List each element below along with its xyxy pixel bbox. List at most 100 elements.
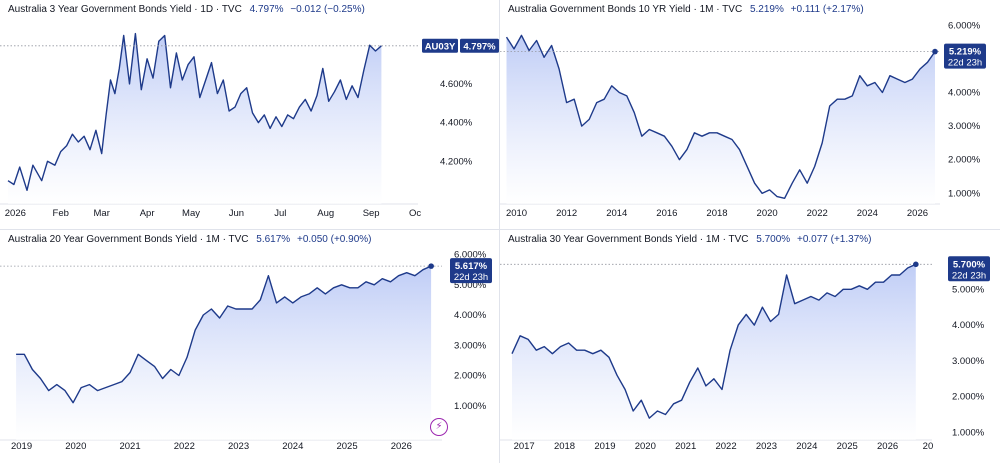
- y-tick-label: 4.600%: [440, 79, 473, 90]
- x-tick-label: 2014: [606, 208, 627, 219]
- x-tick-label: 2016: [656, 208, 677, 219]
- y-tick-label: 5.000%: [454, 280, 487, 291]
- last-value: 5.219%: [749, 4, 784, 15]
- area-fill: [8, 33, 382, 204]
- price-badge: [944, 43, 986, 69]
- price-badge-text: 5.617%: [455, 261, 488, 272]
- y-tick-label: 5.000%: [952, 284, 985, 295]
- price-badges: AU03Y 4.797%: [422, 38, 499, 53]
- series-line: [7, 32, 382, 191]
- symbol-badge: [422, 38, 458, 53]
- last-value: 5.700%: [756, 234, 791, 245]
- countdown-badge-text: 22d 23h: [952, 270, 986, 281]
- y-tick-label: 1.000%: [948, 188, 981, 199]
- x-tick-label: 2022: [715, 441, 736, 452]
- x-tick-label: 2023: [756, 441, 777, 452]
- x-tick-label: 2021: [119, 441, 140, 452]
- x-tick-label: Sep: [363, 208, 380, 219]
- price-badges: 5.700%22d 23h: [948, 256, 990, 282]
- area-fill: [506, 35, 935, 205]
- y-tick-label: 4.000%: [454, 310, 487, 321]
- horizontal-divider: [0, 229, 1000, 230]
- series-line: [505, 34, 936, 199]
- vertical-divider: [499, 0, 500, 463]
- x-tick-label: 2024: [796, 441, 817, 452]
- chart-title: Australia 30 Year Government Bonds Yield…: [508, 234, 749, 245]
- change-value: −0.012 (−0.25%): [290, 4, 365, 15]
- series-line: [511, 263, 917, 419]
- x-tick-label: Jul: [274, 208, 286, 219]
- y-tick-label: 4.200%: [440, 156, 473, 167]
- x-tick-label: 2018: [706, 208, 727, 219]
- price-badge-text: 5.700%: [953, 259, 986, 270]
- y-tick-label: 4.000%: [948, 88, 981, 99]
- y-tick-label: 1.000%: [952, 427, 985, 438]
- x-tick-label: Apr: [140, 208, 155, 219]
- x-tick-label: 2025: [837, 441, 858, 452]
- x-tick-label: 2026: [907, 208, 928, 219]
- chart-svg: 4.200% 4.400% 4.600% 2026 Feb Mar Apr May Jun Jul…: [0, 32, 499, 219]
- countdown-badge-text: 22d 23h: [948, 58, 982, 69]
- y-tick-label: 1.000%: [454, 401, 487, 412]
- area-fill: [512, 264, 916, 440]
- chart-panel-au-3y[interactable]: 4.200% 4.400% 4.600% 2026 Feb Mar Apr May Jun Jul…: [0, 0, 499, 229]
- price-badges: 5.219%22d 23h: [944, 43, 986, 69]
- chart-header: Australia 3 Year Government Bonds Yield …: [8, 4, 365, 15]
- x-tick-label: 20: [923, 441, 934, 452]
- y-tick-label: 2.000%: [952, 392, 985, 403]
- price-badge: [450, 258, 492, 284]
- chart-svg: 1.000% 2.000% 3.000% 4.000% 5.000% 6.000% 2019…: [0, 250, 492, 452]
- chart-header: Australia 20 Year Government Bonds Yield…: [8, 234, 371, 245]
- y-tick-label: 6.000%: [454, 250, 487, 261]
- x-tick-label: 2020: [635, 441, 656, 452]
- chart-svg: 1.000%2.000%3.000%4.000%5.000%6.000%2010…: [500, 20, 986, 219]
- y-tick-label: 3.000%: [948, 121, 981, 132]
- change-value: +0.077 (+1.37%): [796, 234, 872, 245]
- chart-panel-au-10y[interactable]: 1.000%2.000%3.000%4.000%5.000%6.000%2010…: [500, 0, 1000, 229]
- x-tick-label: 2010: [506, 208, 527, 219]
- last-point: [932, 48, 938, 55]
- price-badges: 5.617%22d 23h: [450, 258, 492, 284]
- price-badge-text: 4.797%: [463, 41, 496, 52]
- change-value: +0.050 (+0.90%): [296, 234, 372, 245]
- x-tick-label: 2023: [228, 441, 249, 452]
- chart-panel-au-30y[interactable]: 1.000% 2.000% 3.000% 4.000% 5.000% 2017 2018 20…: [500, 230, 1000, 463]
- y-tick-label: 2.000%: [454, 371, 487, 382]
- y-tick-label: 4.000%: [952, 320, 985, 331]
- last-point: [428, 263, 434, 269]
- chart-svg: 1.000% 2.000% 3.000% 4.000% 5.000% 2017 2018 20…: [500, 256, 990, 452]
- chart-header: Australia 30 Year Government Bonds Yield…: [508, 234, 871, 245]
- change-value: +0.111 (+2.17%): [790, 4, 864, 15]
- x-tick-label: May: [182, 208, 200, 219]
- last-value: 5.617%: [256, 234, 291, 245]
- x-tick-label: 2026: [391, 441, 412, 452]
- x-tick-label: 2021: [675, 441, 696, 452]
- y-tick-label: 2.000%: [948, 155, 981, 166]
- x-tick-label: Mar: [94, 208, 110, 219]
- series-line: [16, 265, 432, 404]
- x-tick-label: 2012: [556, 208, 577, 219]
- x-tick-label: Jun: [229, 208, 244, 219]
- x-tick-label: 2026: [5, 208, 26, 219]
- x-tick-label: 2020: [65, 441, 86, 452]
- last-value: 4.797%: [249, 4, 284, 15]
- y-tick-label: 3.000%: [952, 356, 985, 367]
- chart-header: Australia Government Bonds 10 YR Yield ·…: [508, 4, 864, 15]
- price-badge: [460, 38, 499, 53]
- x-tick-label: Feb: [53, 208, 69, 219]
- x-tick-label: 2022: [174, 441, 195, 452]
- y-tick-label: 4.400%: [440, 118, 473, 129]
- price-badge: [948, 256, 990, 282]
- x-tick-label: 2025: [336, 441, 357, 452]
- countdown-badge-text: 22d 23h: [454, 272, 488, 283]
- chart-title: Australia Government Bonds 10 YR Yield ·…: [508, 4, 743, 15]
- x-tick-label: 2026: [877, 441, 898, 452]
- last-point: [913, 261, 919, 268]
- lightning-icon[interactable]: ⚡: [430, 418, 448, 436]
- x-tick-label: Oc: [409, 208, 421, 219]
- x-tick-label: 2024: [857, 208, 878, 219]
- x-tick-label: 2020: [757, 208, 778, 219]
- y-tick-label: 3.000%: [454, 340, 487, 351]
- chart-panel-au-20y[interactable]: 1.000% 2.000% 3.000% 4.000% 5.000% 6.000% 2019…: [0, 230, 499, 463]
